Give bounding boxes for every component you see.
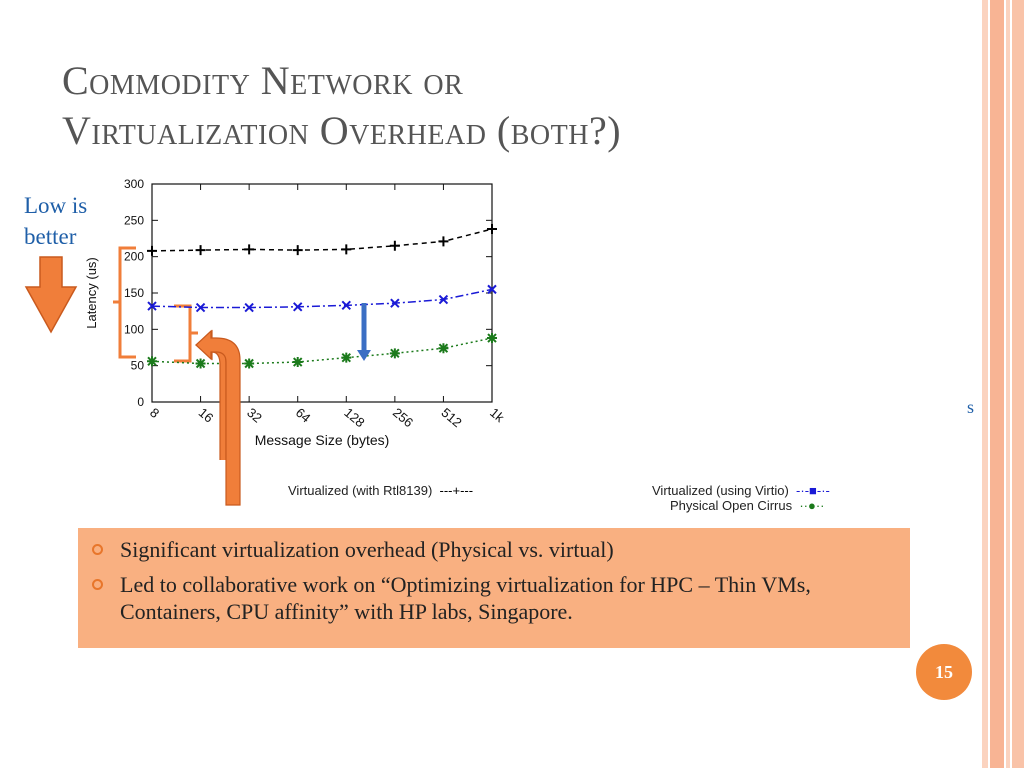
legend-physical: Physical Open Cirrus ··●··	[670, 498, 825, 513]
x-tick-label: 256	[390, 405, 416, 430]
x-tick-label: 512	[439, 405, 465, 430]
bullet-text-2: Led to collaborative work on “Optimizing…	[120, 572, 811, 624]
data-point	[341, 352, 352, 363]
legend-physical-label: Physical Open Cirrus	[670, 498, 793, 513]
data-point	[292, 357, 303, 368]
x-tick-label: 64	[293, 405, 314, 426]
stripe-2	[990, 0, 1004, 768]
data-point	[147, 356, 157, 367]
legend-virtio-marker: -·-■-·-	[792, 483, 830, 498]
data-point	[438, 343, 449, 354]
series-line-0	[151, 228, 493, 252]
series-group	[147, 224, 497, 369]
data-point	[487, 284, 497, 295]
series-line-2	[151, 337, 493, 365]
plot-area	[151, 183, 493, 403]
hook-arrow-shaft	[195, 329, 241, 506]
bullet-circle-icon	[92, 579, 103, 590]
data-point	[487, 333, 497, 344]
side-stripes	[980, 0, 1024, 768]
y-tick-label: 100	[124, 322, 144, 336]
data-point	[244, 302, 254, 313]
title-line-1: Commodity Network or	[62, 58, 464, 103]
data-point	[147, 245, 157, 256]
x-tick-label: 128	[341, 405, 367, 430]
data-point	[438, 236, 449, 247]
down-arrow-icon	[24, 256, 78, 334]
y-tick-label: 250	[124, 213, 144, 227]
bullet-text-1: Significant virtualization overhead (Phy…	[120, 537, 614, 562]
bullet-box: Significant virtualization overhead (Phy…	[78, 528, 910, 648]
y-tick-label: 50	[131, 359, 145, 373]
stray-glyph: s	[967, 397, 975, 417]
gap-arrow-icon	[357, 303, 371, 361]
x-tick-label: 1k	[487, 405, 508, 426]
legend-virtio: Virtualized (using Virtio) -·-■-·-	[652, 483, 830, 498]
slide-title: Commodity Network or Virtualization Over…	[62, 56, 922, 156]
bullet-item-2: Led to collaborative work on “Optimizing…	[92, 571, 896, 625]
data-point	[389, 348, 400, 359]
data-point	[293, 302, 303, 312]
y-tick-labels: 0 50 100 150 200 250 300	[124, 177, 144, 409]
low-is-better-note: Low is better	[24, 190, 87, 252]
data-point	[195, 245, 206, 256]
y-axis-label: Latency (us)	[84, 257, 99, 329]
legend-physical-marker: ··●··	[795, 498, 825, 513]
data-point	[487, 224, 497, 235]
stripe-4	[1012, 0, 1024, 768]
legend-rtl8139: Virtualized (with Rtl8139) ---+---	[288, 483, 473, 498]
data-point	[244, 358, 255, 369]
note-line-2: better	[24, 224, 77, 249]
data-point	[389, 240, 400, 251]
note-line-1: Low is	[24, 193, 88, 218]
data-point	[195, 358, 206, 369]
page-number-badge: 15	[916, 644, 972, 700]
data-point	[244, 244, 255, 255]
brace-inner-icon	[174, 304, 198, 363]
data-point	[438, 294, 449, 305]
bullet-item-1: Significant virtualization overhead (Phy…	[92, 536, 896, 563]
stripe-3	[1006, 0, 1010, 768]
y-tick-label: 150	[124, 286, 144, 300]
legend-virtio-label: Virtualized (using Virtio)	[652, 483, 789, 498]
y-tick-label: 200	[124, 250, 144, 264]
y-tick-label: 0	[137, 395, 144, 409]
data-point	[292, 245, 303, 256]
title-line-2: Virtualization Overhead (both?)	[62, 108, 622, 153]
y-tick-label: 300	[124, 177, 144, 191]
series-line-1	[151, 288, 493, 309]
legend-rtl8139-marker: ---+---	[435, 483, 474, 498]
bullet-circle-icon	[92, 544, 103, 555]
data-point	[390, 298, 400, 308]
x-axis-label: Message Size (bytes)	[255, 432, 390, 448]
stripe-1	[982, 0, 988, 768]
legend-rtl8139-label: Virtualized (with Rtl8139)	[288, 483, 433, 498]
data-point	[341, 300, 351, 311]
data-point	[195, 302, 206, 313]
data-point	[341, 244, 352, 255]
brace-left-icon	[113, 246, 136, 359]
data-point	[147, 301, 157, 311]
